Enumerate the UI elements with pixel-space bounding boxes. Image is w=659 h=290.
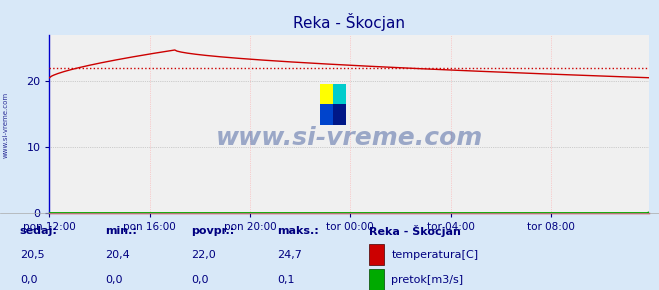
Text: min.:: min.: — [105, 226, 137, 236]
Text: maks.:: maks.: — [277, 226, 318, 236]
Text: 24,7: 24,7 — [277, 249, 302, 260]
Bar — [320, 104, 333, 125]
Text: www.si-vreme.com: www.si-vreme.com — [215, 126, 483, 150]
Title: Reka - Škocjan: Reka - Škocjan — [293, 13, 405, 31]
Text: 20,5: 20,5 — [20, 249, 44, 260]
Text: temperatura[C]: temperatura[C] — [391, 249, 478, 260]
Text: povpr.:: povpr.: — [191, 226, 235, 236]
Text: 0,0: 0,0 — [105, 275, 123, 285]
Text: 0,0: 0,0 — [20, 275, 38, 285]
Text: sedaj:: sedaj: — [20, 226, 57, 236]
Text: Reka - Škocjan: Reka - Škocjan — [369, 225, 461, 237]
Text: pretok[m3/s]: pretok[m3/s] — [391, 275, 463, 285]
Bar — [333, 104, 346, 125]
Text: 0,0: 0,0 — [191, 275, 209, 285]
Bar — [333, 84, 346, 104]
Bar — [320, 84, 333, 104]
Text: 20,4: 20,4 — [105, 249, 130, 260]
Text: www.si-vreme.com: www.si-vreme.com — [2, 92, 9, 158]
Text: 22,0: 22,0 — [191, 249, 216, 260]
Text: 0,1: 0,1 — [277, 275, 295, 285]
Bar — [369, 269, 384, 290]
Bar — [369, 244, 384, 265]
